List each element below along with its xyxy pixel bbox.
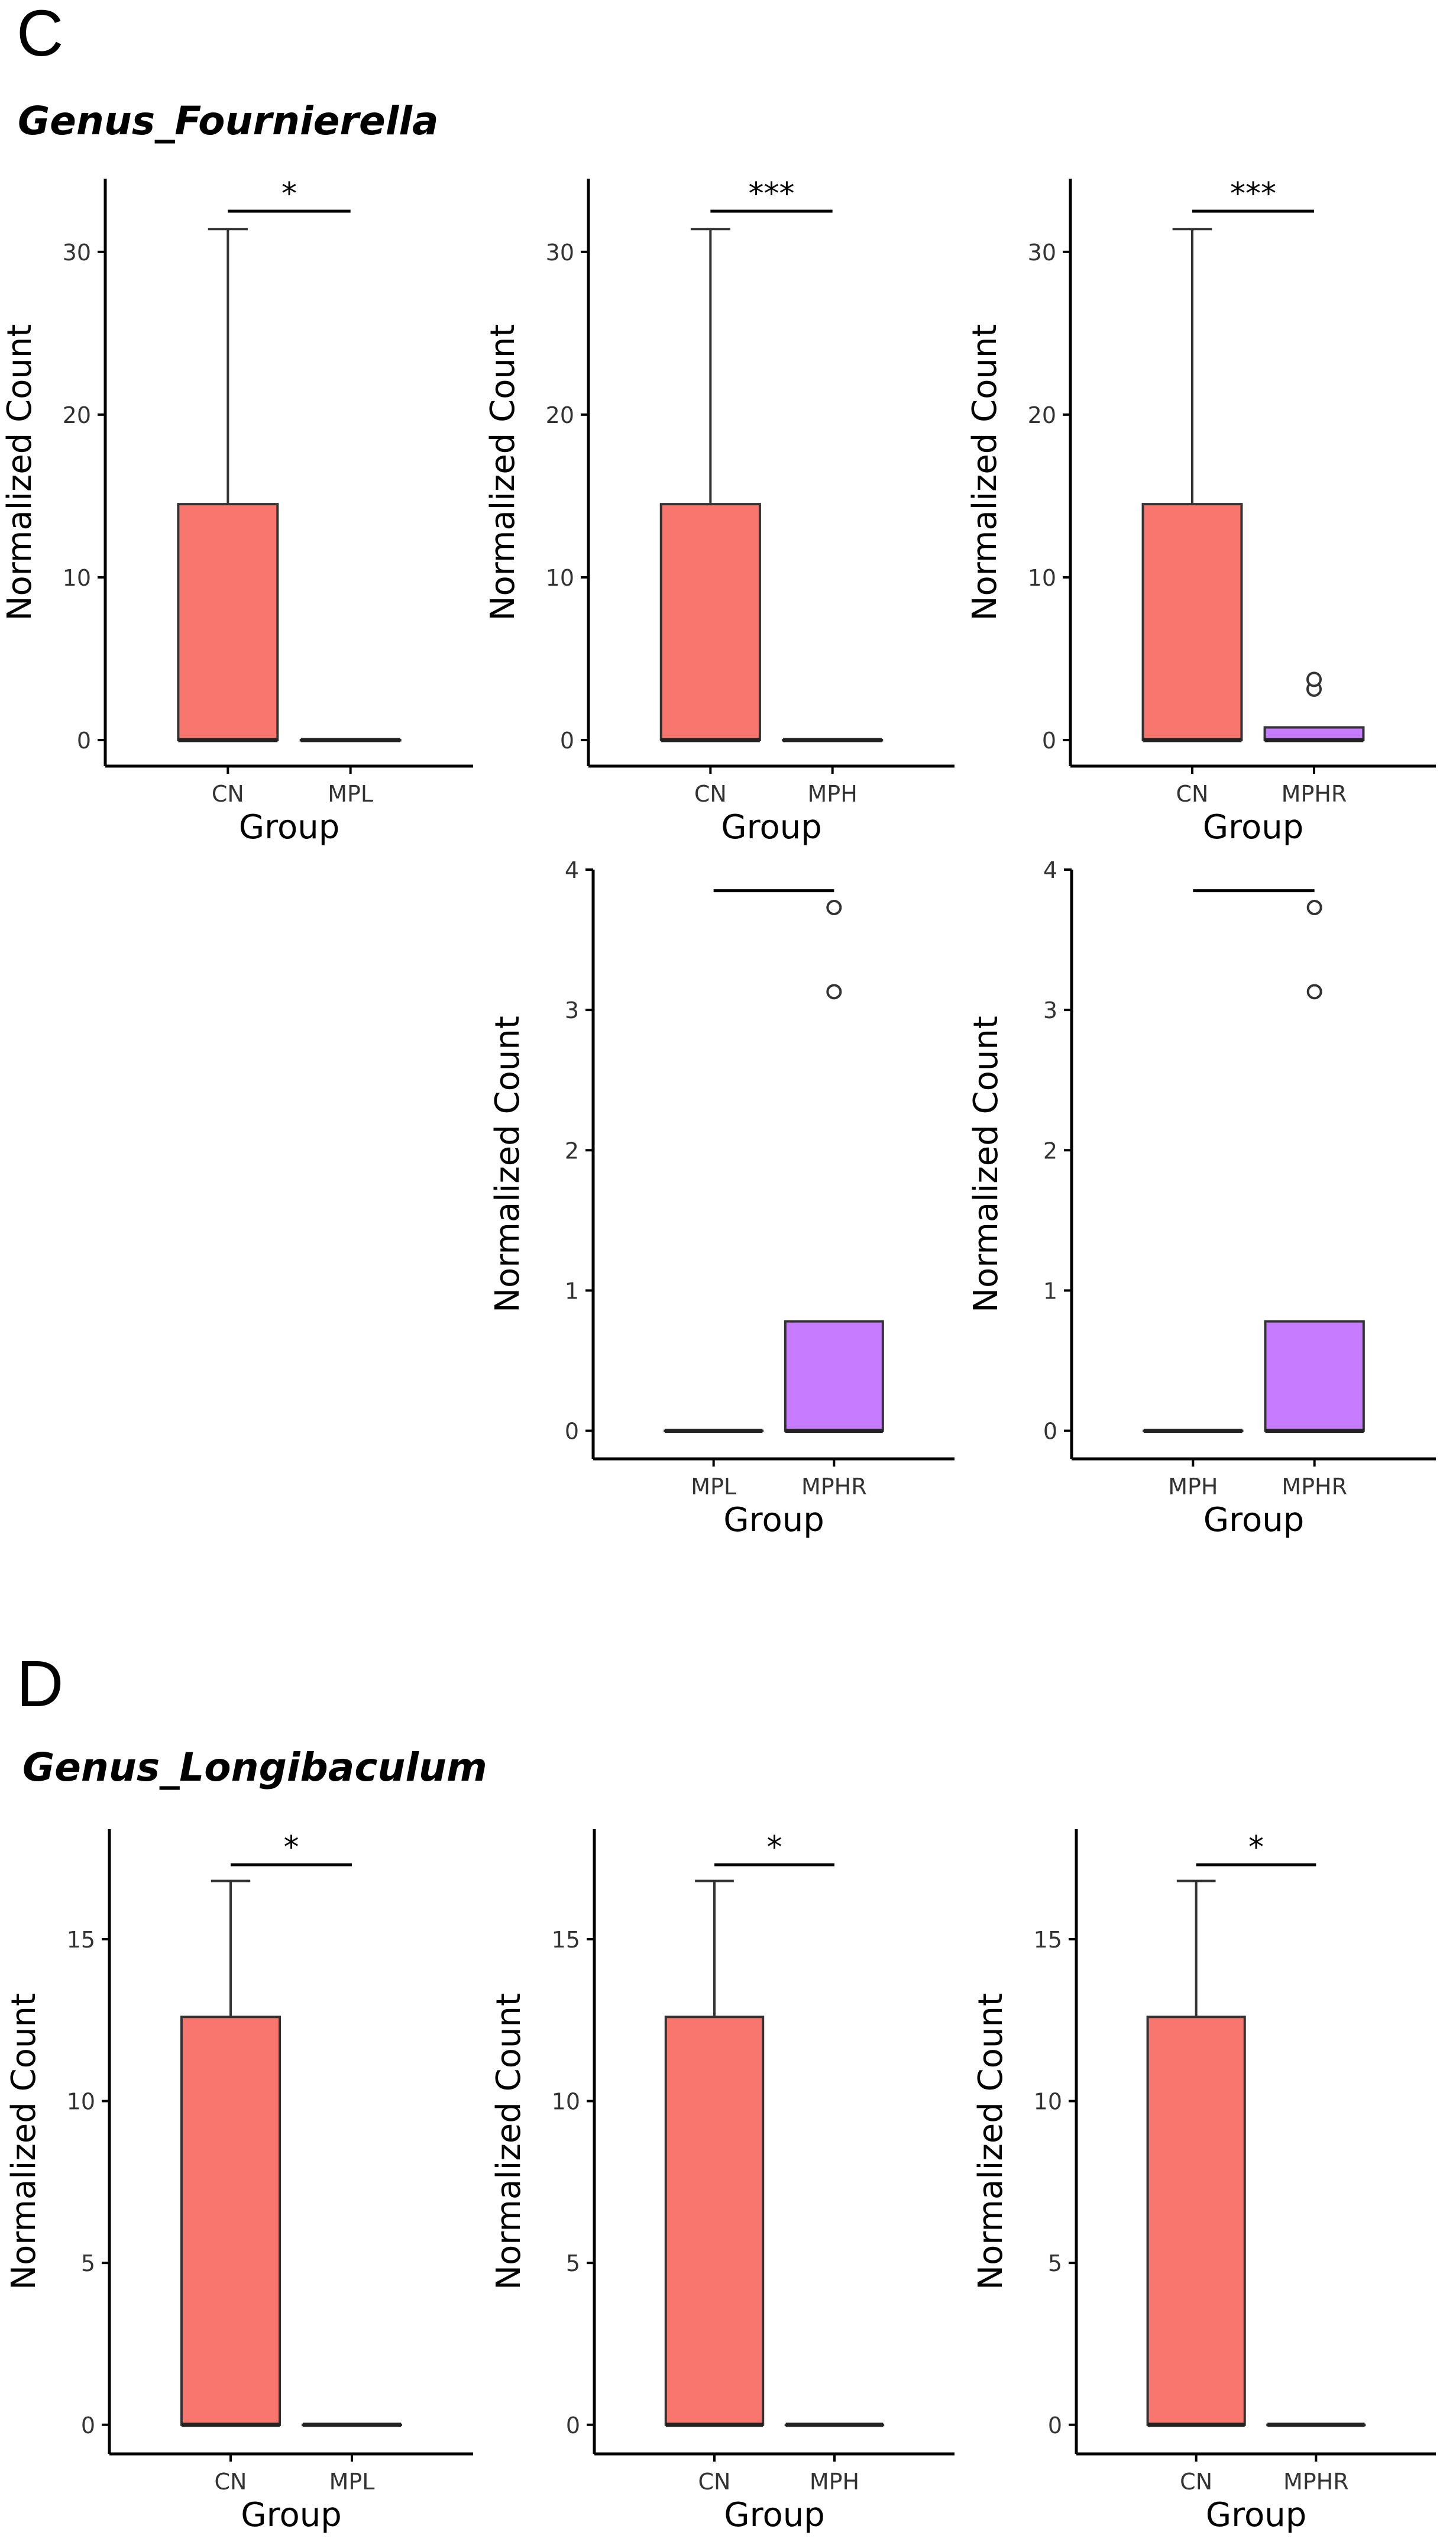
genus-title-c: Genus_Fournierella <box>18 98 439 144</box>
box-cn <box>659 503 761 741</box>
y-tick-label: 10 <box>63 565 91 591</box>
x-tick-label: CN <box>1180 2469 1212 2495</box>
significance-label: * <box>284 1830 299 1865</box>
y-axis-title: Normalized Count <box>966 324 1004 621</box>
y-tick-label: 3 <box>1043 997 1057 1023</box>
y-tick-label: 0 <box>1043 1419 1057 1445</box>
box-cn <box>1141 503 1243 741</box>
x-tick-label: CN <box>1176 781 1209 807</box>
x-tick-label: MPH <box>810 2469 859 2495</box>
y-tick-label: 5 <box>1048 2250 1062 2276</box>
x-tick-label: CN <box>215 2469 247 2495</box>
box-cn <box>180 2016 282 2426</box>
y-tick-label: 30 <box>63 240 91 266</box>
x-tick-label: MPH <box>808 781 858 807</box>
box-cn <box>1146 2016 1246 2426</box>
y-tick-label: 0 <box>560 728 574 754</box>
y-axis-title: Normalized Count <box>5 1993 43 2290</box>
y-tick-label: 2 <box>1043 1138 1057 1164</box>
y-tick-label: 0 <box>77 728 91 754</box>
y-tick-label: 15 <box>67 1927 95 1953</box>
x-axis-title: Group <box>1203 808 1304 847</box>
y-tick-label: 20 <box>63 402 91 428</box>
x-tick-label: CN <box>212 781 244 807</box>
x-tick-label: CN <box>698 2469 731 2495</box>
x-tick-label: MPH <box>1168 1474 1218 1500</box>
y-tick-label: 30 <box>546 240 574 266</box>
outlier-mphr <box>1306 671 1322 687</box>
x-tick-label: MPL <box>329 2469 375 2495</box>
box-mphr <box>1264 1320 1365 1432</box>
y-tick-label: 0 <box>81 2412 95 2439</box>
y-tick-label: 15 <box>552 1927 580 1953</box>
y-tick-label: 1 <box>1043 1278 1057 1304</box>
x-axis-title: Group <box>1206 2496 1307 2534</box>
genus-title-d: Genus_Longibaculum <box>22 1745 487 1790</box>
y-tick-label: 0 <box>566 2412 580 2439</box>
x-axis-title: Group <box>724 2496 825 2534</box>
y-axis-title: Normalized Count <box>967 1016 1005 1313</box>
x-tick-label: CN <box>694 781 727 807</box>
y-tick-label: 4 <box>565 857 579 883</box>
x-tick-label: MPL <box>691 1474 736 1500</box>
y-axis-title: Normalized Count <box>490 1993 528 2290</box>
y-tick-label: 0 <box>1048 2412 1062 2439</box>
y-tick-label: 15 <box>1034 1927 1062 1953</box>
outlier-mphr <box>826 900 842 916</box>
y-tick-label: 10 <box>552 2089 580 2115</box>
y-tick-label: 0 <box>1042 728 1056 754</box>
y-tick-label: 10 <box>1028 565 1056 591</box>
y-axis-title: Normalized Count <box>972 1993 1010 2290</box>
y-tick-label: 20 <box>546 402 574 428</box>
y-tick-label: 5 <box>566 2250 580 2276</box>
outlier-mphr <box>1306 984 1322 1000</box>
outlier-mphr <box>1306 900 1322 916</box>
y-tick-label: 10 <box>546 565 574 591</box>
x-axis-title: Group <box>723 1501 824 1539</box>
y-axis-title: Normalized Count <box>488 1016 527 1313</box>
panel-letter-d: D <box>17 1648 64 1720</box>
significance-label: *** <box>1230 176 1276 212</box>
y-tick-label: 10 <box>1034 2089 1062 2115</box>
x-axis-title: Group <box>241 2496 342 2534</box>
x-tick-label: MPHR <box>1282 1474 1347 1500</box>
outlier-mphr <box>826 984 842 1000</box>
x-tick-label: MPHR <box>801 1474 867 1500</box>
x-axis-title: Group <box>239 808 340 847</box>
y-tick-label: 2 <box>565 1138 579 1164</box>
x-axis-title: Group <box>1203 1501 1305 1539</box>
y-tick-label: 0 <box>565 1419 579 1445</box>
significance-label: * <box>282 176 297 212</box>
box-cn <box>177 503 279 741</box>
y-axis-title: Normalized Count <box>1 324 39 621</box>
y-tick-label: 30 <box>1028 240 1056 266</box>
box-mphr <box>784 1320 884 1432</box>
y-tick-label: 10 <box>67 2089 95 2115</box>
box-cn <box>664 2016 765 2426</box>
y-tick-label: 3 <box>565 997 579 1023</box>
x-tick-label: MPHR <box>1282 781 1347 807</box>
y-tick-label: 5 <box>81 2250 95 2276</box>
x-tick-label: MPHR <box>1283 2469 1349 2495</box>
y-axis-title: Normalized Count <box>484 324 522 621</box>
y-tick-label: 20 <box>1028 402 1056 428</box>
significance-label: * <box>1248 1830 1264 1865</box>
x-axis-title: Group <box>721 808 822 847</box>
y-tick-label: 4 <box>1043 857 1057 883</box>
y-tick-label: 1 <box>565 1278 579 1304</box>
significance-label: * <box>767 1830 782 1865</box>
significance-label: *** <box>749 176 795 212</box>
panel-letter-c: C <box>17 0 64 70</box>
x-tick-label: MPL <box>328 781 373 807</box>
